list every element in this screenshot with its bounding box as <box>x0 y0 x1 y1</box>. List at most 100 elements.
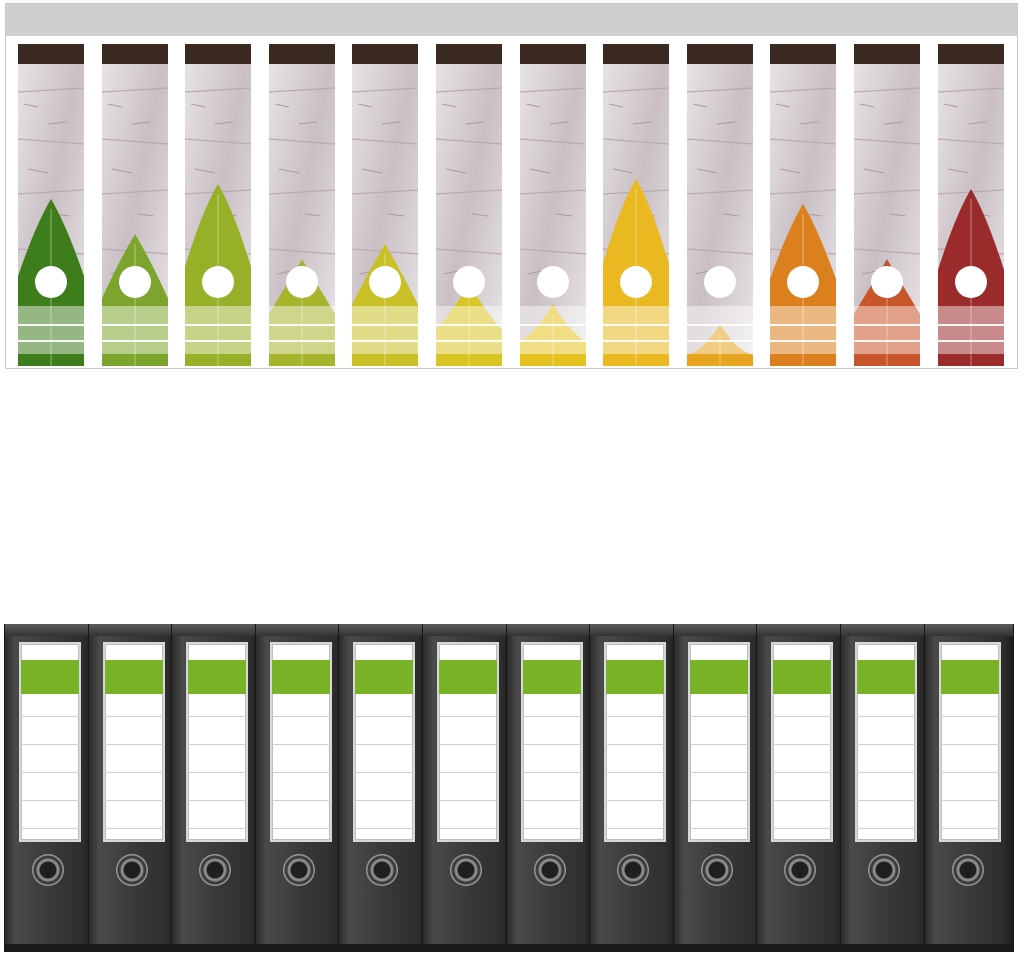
binder-bottom-edge <box>339 944 427 952</box>
label-line <box>21 716 79 717</box>
ring-binder-icon <box>4 624 94 952</box>
ring-binder-icon <box>506 624 596 952</box>
binder-spine-label <box>270 642 332 842</box>
finger-hole <box>202 266 234 298</box>
label-line <box>439 772 497 773</box>
binder-label-accent <box>272 660 330 694</box>
spine-label <box>18 44 84 366</box>
ring-binder-icon <box>88 624 178 952</box>
ring-binder-icon <box>171 624 261 952</box>
binder-spine-label <box>688 642 750 842</box>
spine-label <box>938 44 1004 366</box>
label-line <box>773 744 831 745</box>
finger-ring-icon <box>617 854 649 886</box>
binder-top-edge <box>256 624 344 636</box>
label-line <box>188 772 246 773</box>
finger-ring-icon <box>366 854 398 886</box>
label-line <box>606 800 664 801</box>
label-line <box>773 716 831 717</box>
label-line <box>439 800 497 801</box>
label-line <box>773 828 831 829</box>
label-line <box>21 772 79 773</box>
spine-label <box>770 44 836 366</box>
label-writing-band <box>436 306 502 354</box>
label-line <box>523 828 581 829</box>
label-line <box>105 744 163 745</box>
binder-bottom-edge <box>674 944 762 952</box>
ring-binder-icon <box>255 624 345 952</box>
binder-label-accent <box>857 660 915 694</box>
label-line <box>773 772 831 773</box>
label-line <box>857 744 915 745</box>
binder-bottom-edge <box>757 944 845 952</box>
spine-label <box>352 44 418 366</box>
label-line <box>272 800 330 801</box>
binder-top-edge <box>925 624 1013 636</box>
finger-hole <box>119 266 151 298</box>
binder-bottom-edge <box>423 944 511 952</box>
binder-spine-label <box>604 642 666 842</box>
label-line <box>105 716 163 717</box>
label-line <box>439 716 497 717</box>
label-writing-band <box>102 306 168 354</box>
label-line <box>690 828 748 829</box>
finger-hole <box>871 266 903 298</box>
label-line <box>272 716 330 717</box>
label-writing-band <box>185 306 251 354</box>
label-line <box>355 716 413 717</box>
finger-ring-icon <box>952 854 984 886</box>
label-line <box>355 744 413 745</box>
binder-top-edge <box>674 624 762 636</box>
label-line <box>272 744 330 745</box>
spine-label <box>854 44 920 366</box>
binder-bottom-edge <box>89 944 177 952</box>
binder-spine-label <box>521 642 583 842</box>
binder-bottom-edge <box>5 944 93 952</box>
label-writing-band <box>687 306 753 354</box>
binder-spine-label <box>103 642 165 842</box>
label-line <box>439 744 497 745</box>
label-sheet <box>5 3 1018 369</box>
binder-spine-label <box>186 642 248 842</box>
spine-label <box>102 44 168 366</box>
label-line <box>941 828 999 829</box>
binder-spine-label <box>437 642 499 842</box>
finger-ring-icon <box>199 854 231 886</box>
binder-bottom-edge <box>841 944 929 952</box>
binder-top-edge <box>339 624 427 636</box>
finger-ring-icon <box>283 854 315 886</box>
binder-row <box>0 620 1024 954</box>
binder-label-accent <box>355 660 413 694</box>
label-line <box>941 716 999 717</box>
finger-ring-icon <box>116 854 148 886</box>
binder-bottom-edge <box>256 944 344 952</box>
label-line <box>941 772 999 773</box>
label-line <box>188 716 246 717</box>
binder-top-edge <box>89 624 177 636</box>
label-line <box>188 828 246 829</box>
binder-spine-label <box>855 642 917 842</box>
label-line <box>523 716 581 717</box>
label-line <box>857 828 915 829</box>
binder-top-edge <box>507 624 595 636</box>
spine-label <box>269 44 335 366</box>
spine-label <box>185 44 251 366</box>
finger-hole <box>537 266 569 298</box>
binder-top-edge <box>590 624 678 636</box>
spine-label <box>520 44 586 366</box>
label-line <box>690 716 748 717</box>
label-line <box>941 800 999 801</box>
finger-hole <box>955 266 987 298</box>
finger-hole <box>286 266 318 298</box>
binder-label-accent <box>188 660 246 694</box>
binder-bottom-edge <box>925 944 1013 952</box>
label-line <box>355 772 413 773</box>
binder-label-accent <box>941 660 999 694</box>
label-line <box>690 744 748 745</box>
spine-label <box>687 44 753 366</box>
finger-hole <box>369 266 401 298</box>
label-writing-band <box>770 306 836 354</box>
binder-spine-label <box>939 642 1001 842</box>
label-line <box>188 744 246 745</box>
label-line <box>355 800 413 801</box>
